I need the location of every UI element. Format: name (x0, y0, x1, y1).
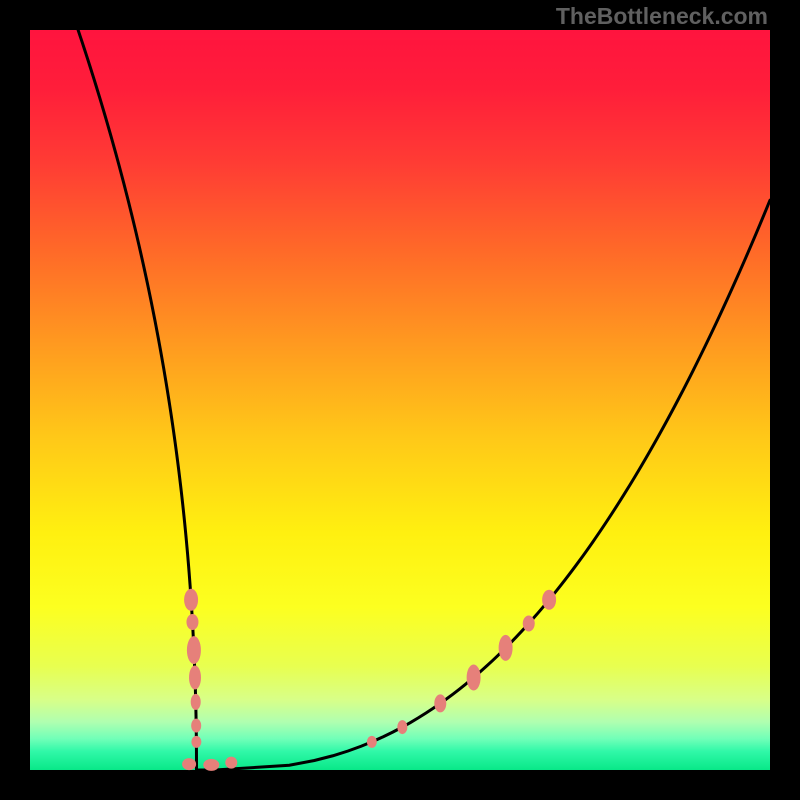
data-marker (203, 759, 219, 771)
data-marker (189, 666, 201, 690)
watermark-text: TheBottleneck.com (556, 3, 768, 30)
bottleneck-curve (78, 30, 770, 770)
data-marker (397, 720, 407, 734)
data-marker (191, 694, 201, 710)
plot-frame (30, 30, 770, 770)
data-marker (467, 665, 481, 691)
data-marker (186, 614, 198, 630)
plot-svg (30, 30, 770, 770)
data-marker (367, 736, 377, 748)
data-marker (191, 736, 201, 748)
data-marker (434, 694, 446, 712)
chart-container: TheBottleneck.com (0, 0, 800, 800)
data-marker (225, 757, 237, 769)
data-marker (182, 758, 196, 770)
data-marker (523, 615, 535, 631)
data-marker (191, 719, 201, 733)
data-marker (499, 635, 513, 661)
data-marker (542, 590, 556, 610)
data-marker (187, 636, 201, 664)
data-marker (184, 589, 198, 611)
